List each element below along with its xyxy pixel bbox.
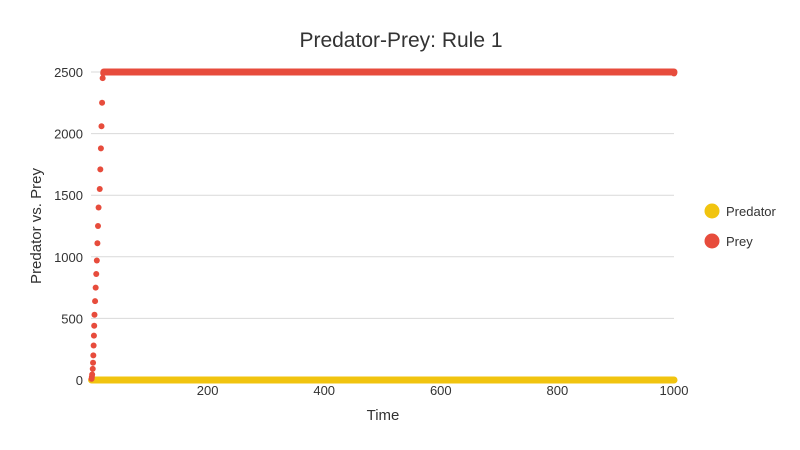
prey-point — [91, 322, 98, 329]
legend-swatch-predator — [704, 203, 720, 219]
prey-point — [96, 186, 103, 193]
legend-label: Predator — [726, 204, 777, 219]
prey-point — [91, 311, 98, 318]
prey-point — [98, 123, 105, 130]
chart-title: Predator-Prey: Rule 1 — [299, 29, 502, 52]
prey-point — [99, 75, 106, 82]
prey-point — [94, 240, 101, 247]
y-tick-label: 1000 — [54, 250, 83, 265]
y-tick-label: 0 — [76, 373, 83, 388]
prey-point — [90, 352, 97, 359]
prey-point — [90, 332, 97, 339]
data-series — [88, 68, 678, 384]
legend-label: Prey — [726, 234, 753, 249]
prey-point — [99, 99, 106, 106]
prey-point — [93, 271, 100, 278]
predator-point — [671, 377, 677, 383]
prey-point — [92, 284, 99, 291]
prey-point — [89, 371, 96, 378]
y-tick-label: 2500 — [54, 65, 83, 80]
prey-point — [93, 257, 100, 264]
prey-point — [95, 204, 102, 211]
x-tick-label: 200 — [197, 383, 219, 398]
prey-point — [89, 365, 96, 372]
prey-point — [90, 359, 97, 366]
prey-point — [97, 145, 104, 152]
y-axis-title: Predator vs. Prey — [28, 168, 45, 284]
series-predator — [88, 376, 678, 384]
prey-point — [92, 298, 99, 305]
legend: Predator Prey — [704, 203, 777, 249]
y-tick-label: 2000 — [54, 127, 83, 142]
prey-point — [670, 70, 678, 77]
prey-point — [90, 342, 97, 349]
x-axis-title: Time — [367, 407, 400, 424]
x-tick-label: 400 — [313, 383, 335, 398]
series-prey — [88, 68, 678, 382]
x-tick-label: 1000 — [660, 383, 689, 398]
gridlines — [91, 71, 674, 319]
y-tick-label: 1500 — [54, 188, 83, 203]
y-tick-label: 500 — [61, 311, 83, 326]
legend-swatch-prey — [704, 233, 720, 249]
prey-point — [100, 70, 107, 77]
x-tick-label: 600 — [430, 383, 452, 398]
x-tick-label: 800 — [547, 383, 569, 398]
prey-point — [94, 223, 101, 229]
tick-labels: 0 500 1000 1500 2000 2500 200 400 600 800 1000 — [54, 65, 688, 398]
legend-item-prey: Prey — [704, 233, 753, 249]
prey-point — [97, 166, 104, 173]
legend-item-predator: Predator — [704, 203, 777, 219]
